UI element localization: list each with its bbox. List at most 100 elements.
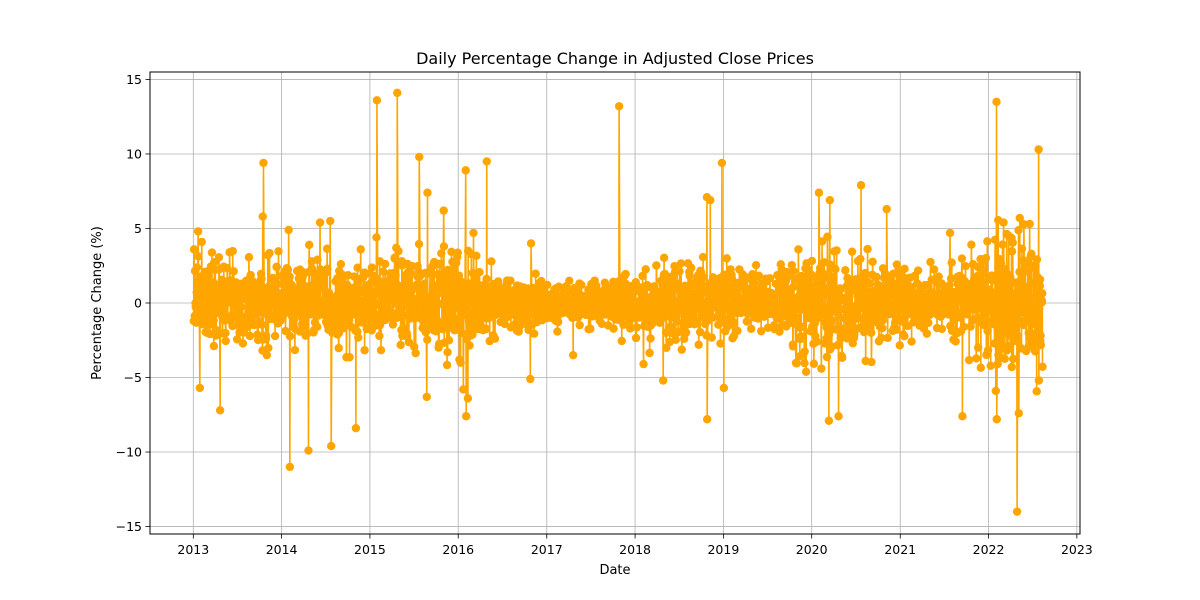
y-tick-label: 15 [126,72,142,87]
data-point [380,259,390,269]
data-point [727,274,737,284]
x-tick-label: 2019 [707,542,739,557]
data-point [437,249,446,258]
data-point [209,341,219,351]
data-point [645,348,654,358]
data-point [799,305,808,314]
data-point [822,352,832,362]
data-point [439,206,448,215]
data-point [406,268,415,277]
data-point [285,462,295,472]
data-point [543,280,552,290]
data-point [261,331,271,340]
data-point [667,293,676,303]
data-point [457,328,466,337]
data-point [967,240,976,249]
y-tick-label: 0 [134,296,142,311]
data-point [450,304,459,313]
data-point [751,260,761,270]
data-point [670,261,679,271]
data-point [443,347,452,357]
data-point [892,325,901,334]
data-point [461,166,470,175]
data-point [442,360,452,370]
data-point [957,254,967,263]
data-point [358,318,367,327]
data-point [1028,319,1038,329]
data-point [792,313,801,322]
data-point [823,232,832,241]
data-point [257,320,266,329]
data-point [945,228,955,238]
data-point [812,337,821,346]
data-point [951,337,960,346]
data-point [813,314,822,323]
data-point [641,265,650,274]
data-point [393,88,402,98]
data-point [722,254,731,263]
data-point [991,386,1001,396]
data-point [999,218,1008,227]
data-point [327,441,336,451]
data-point [797,271,806,281]
data-point [1031,347,1040,356]
data-point [453,320,463,329]
data-point [824,330,834,339]
data-point [236,302,246,312]
data-point [996,259,1006,268]
data-point [456,358,465,367]
data-point [878,323,887,333]
data-point [856,181,866,190]
data-point [990,320,999,329]
data-point [962,310,972,319]
data-point [992,415,1001,424]
data-point [882,204,891,214]
data-point [868,257,877,266]
x-tick-label: 2016 [442,542,474,557]
data-point [553,317,563,327]
data-point [1007,362,1016,372]
data-point [733,326,742,336]
data-point [946,274,956,283]
data-point [238,339,248,348]
data-point [973,343,983,352]
data-point [988,276,997,285]
data-point [863,244,872,254]
data-point [677,345,686,354]
data-point [469,228,478,238]
data-point [626,324,635,333]
data-point [319,278,328,287]
data-point [856,254,865,264]
data-point [1017,274,1026,283]
data-point [221,336,230,346]
data-point [638,271,647,281]
x-tick-label: 2013 [177,542,209,557]
data-point [716,339,725,348]
data-point [666,322,676,332]
data-point [675,267,684,276]
data-point [312,322,322,332]
data-point [475,295,485,304]
data-point [289,315,299,325]
data-point [304,240,314,250]
data-point [254,288,263,298]
data-point [475,267,484,277]
data-point [671,335,680,344]
data-point [487,257,496,266]
data-point [472,251,481,261]
data-point [228,246,237,256]
data-point [702,415,712,424]
data-point [749,284,759,293]
data-point [322,244,332,253]
data-point [372,233,381,242]
data-point [228,321,237,331]
chart-title: Daily Percentage Change in Adjusted Clos… [416,49,814,68]
x-axis-title: Date [599,563,630,578]
data-point [749,276,758,286]
data-point [986,361,995,371]
x-tick-label: 2015 [354,542,386,557]
data-point [961,262,970,271]
data-point [272,262,281,272]
data-point [375,331,384,341]
